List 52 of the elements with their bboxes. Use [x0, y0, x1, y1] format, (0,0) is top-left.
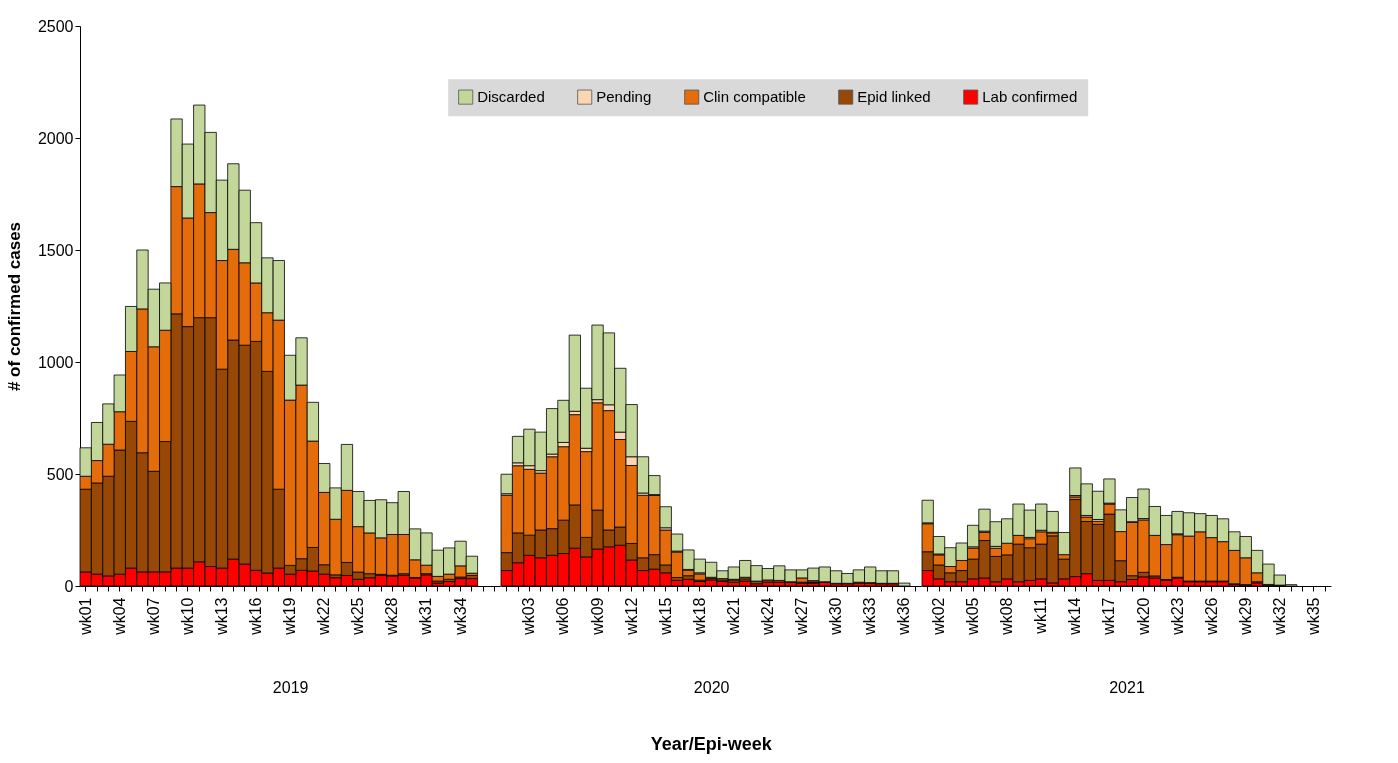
legend-label: Pending [596, 88, 652, 106]
x-tick-label: wk04 [110, 597, 128, 636]
x-tick-label: wk24 [758, 597, 776, 636]
legend-label: Clin compatible [703, 88, 806, 106]
x-tick-label: wk22 [315, 597, 333, 636]
x-tick-label: wk02 [930, 597, 948, 636]
x-tick-label: wk28 [383, 597, 401, 636]
x-tick-label: wk27 [793, 597, 811, 636]
x-tick-label: wk05 [964, 597, 982, 636]
x-tick-label: wk16 [247, 597, 265, 636]
x-axis-title: 2019 [272, 678, 309, 696]
x-tick-label: wk08 [998, 597, 1016, 636]
x-tick-label: wk11 [1032, 597, 1050, 635]
x-tick-label: wk17 [1100, 597, 1118, 636]
x-tick-label: wk36 [895, 597, 913, 636]
legend-label: Lab confirmed [982, 88, 1078, 106]
x-tick-label: wk19 [281, 597, 299, 636]
x-tick-label: wk33 [861, 597, 879, 636]
x-tick-label: wk12 [622, 597, 640, 636]
y-tick-label: 2000 [37, 129, 74, 147]
x-tick-label: wk20 [1134, 597, 1152, 636]
x-tick-label: wk03 [520, 597, 538, 636]
x-axis-title: 2021 [1109, 678, 1145, 696]
x-tick-label: wk23 [1168, 597, 1186, 636]
x-tick-label: wk29 [1236, 597, 1254, 636]
x-tick-label: wk30 [827, 597, 845, 636]
y-tick-label: 2500 [37, 17, 74, 35]
x-tick-label: wk35 [1304, 597, 1322, 636]
x-tick-label: wk21 [724, 597, 742, 636]
text: Year/Epi-week [650, 734, 773, 754]
x-tick-label: wk01 [76, 597, 94, 636]
x-axis-title: 2020 [693, 678, 730, 696]
x-tick-label: wk06 [554, 597, 572, 636]
y-tick-label: 1500 [37, 241, 74, 259]
x-tick-label: wk15 [656, 597, 674, 636]
x-tick-label: wk18 [690, 597, 708, 636]
legend-label: Discarded [477, 88, 545, 106]
y-tick-label: 500 [46, 465, 74, 483]
x-tick-label: wk14 [1066, 597, 1084, 636]
x-tick-label: wk10 [178, 597, 196, 636]
x-tick-label: wk07 [144, 597, 162, 636]
x-tick-label: wk26 [1202, 597, 1220, 636]
x-tick-label: wk25 [349, 597, 367, 636]
y-axis-title: # of confirmed cases [4, 221, 24, 392]
x-tick-label: wk31 [417, 597, 435, 636]
x-tick-label: wk13 [213, 597, 230, 636]
x-tick-label: wk34 [451, 597, 469, 636]
legend-label: Epid linked [857, 88, 931, 106]
x-tick-label: wk09 [588, 597, 606, 636]
x-tick-label: wk32 [1270, 597, 1288, 636]
y-tick-label: 0 [64, 577, 74, 595]
y-tick-label: 1000 [37, 353, 74, 371]
